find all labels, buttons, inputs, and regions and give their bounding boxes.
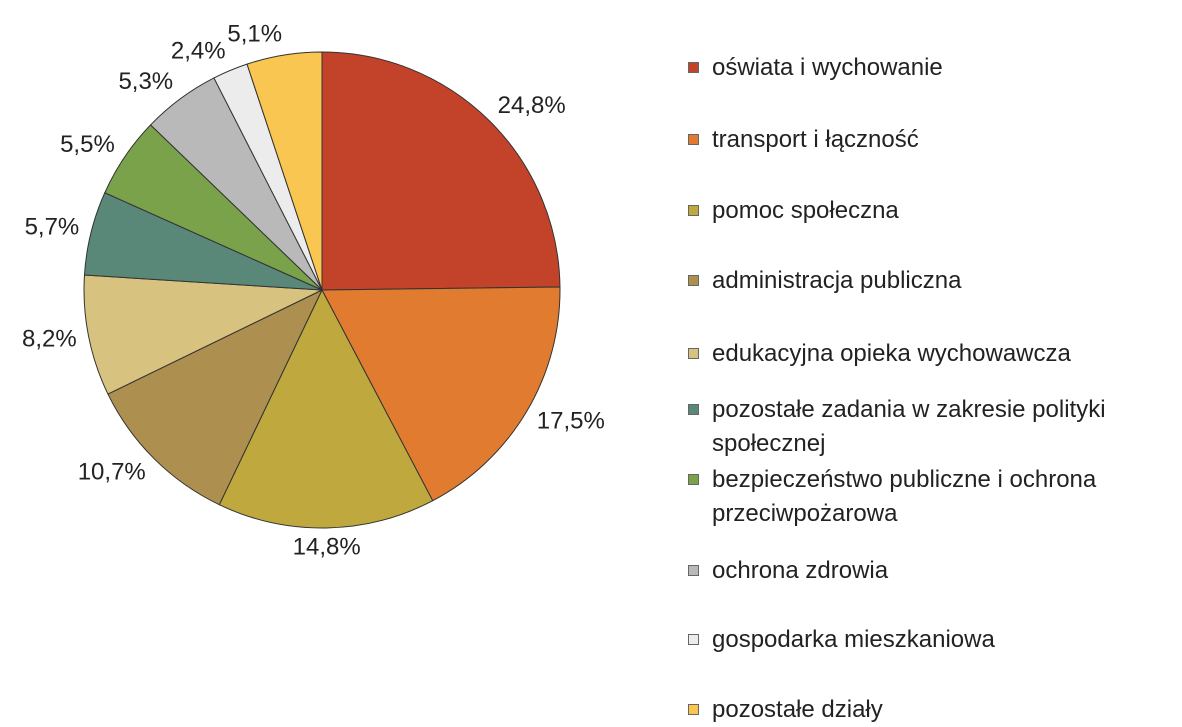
legend-item: bezpieczeństwo publiczne i ochrona przec… xyxy=(688,463,1178,531)
data-label: 8,2% xyxy=(22,325,77,352)
data-label: 24,8% xyxy=(498,92,566,119)
legend-label: pozostałe działy xyxy=(712,696,883,723)
legend-label: ochrona zdrowia xyxy=(712,557,889,584)
legend-item: pomoc społeczna xyxy=(688,194,1178,228)
legend-swatch xyxy=(688,474,699,485)
legend-label: transport i łączność xyxy=(712,126,919,153)
legend-label: edukacyjna opieka wychowawcza xyxy=(712,340,1071,367)
legend-item: pozostałe zadania w zakresie polityki sp… xyxy=(688,393,1178,461)
legend-item: gospodarka mieszkaniowa xyxy=(688,623,1178,657)
legend-swatch xyxy=(688,404,699,415)
data-label: 5,5% xyxy=(60,131,115,158)
legend-label: pozostałe zadania w zakresie polityki sp… xyxy=(712,396,1106,457)
legend-label: bezpieczeństwo publiczne i ochrona przec… xyxy=(712,466,1097,527)
pie-slice xyxy=(218,288,434,529)
legend-item: ochrona zdrowia xyxy=(688,554,1178,588)
legend-label: pomoc społeczna xyxy=(712,197,899,224)
pie-slice xyxy=(246,51,323,291)
pie-slice xyxy=(107,288,324,506)
data-label: 14,8% xyxy=(293,533,361,560)
legend-item: pozostałe działy xyxy=(688,693,1178,727)
data-label: 2,4% xyxy=(171,37,226,64)
data-label: 5,7% xyxy=(25,214,80,241)
data-label: 5,1% xyxy=(227,21,282,48)
data-label: 10,7% xyxy=(78,458,146,485)
pie-slice xyxy=(83,274,324,395)
legend-label: gospodarka mieszkaniowa xyxy=(712,626,995,653)
legend-item: administracja publiczna xyxy=(688,264,1178,298)
legend-item: oświata i wychowanie xyxy=(688,51,1178,85)
legend-swatch xyxy=(688,62,699,73)
pie-slice xyxy=(321,51,561,291)
legend-item: edukacyjna opieka wychowawcza xyxy=(688,337,1178,371)
legend-swatch xyxy=(688,634,699,645)
data-label: 5,3% xyxy=(118,68,173,95)
legend-item: transport i łączność xyxy=(688,123,1178,157)
legend-swatch xyxy=(688,205,699,216)
legend-swatch xyxy=(688,348,699,359)
data-label: 17,5% xyxy=(537,407,605,434)
legend-swatch xyxy=(688,565,699,576)
legend-label: administracja publiczna xyxy=(712,267,962,294)
legend-swatch xyxy=(688,134,699,145)
legend-swatch xyxy=(688,275,699,286)
legend-swatch xyxy=(688,704,699,715)
pie-slice xyxy=(321,286,561,502)
legend-label: oświata i wychowanie xyxy=(712,54,943,81)
